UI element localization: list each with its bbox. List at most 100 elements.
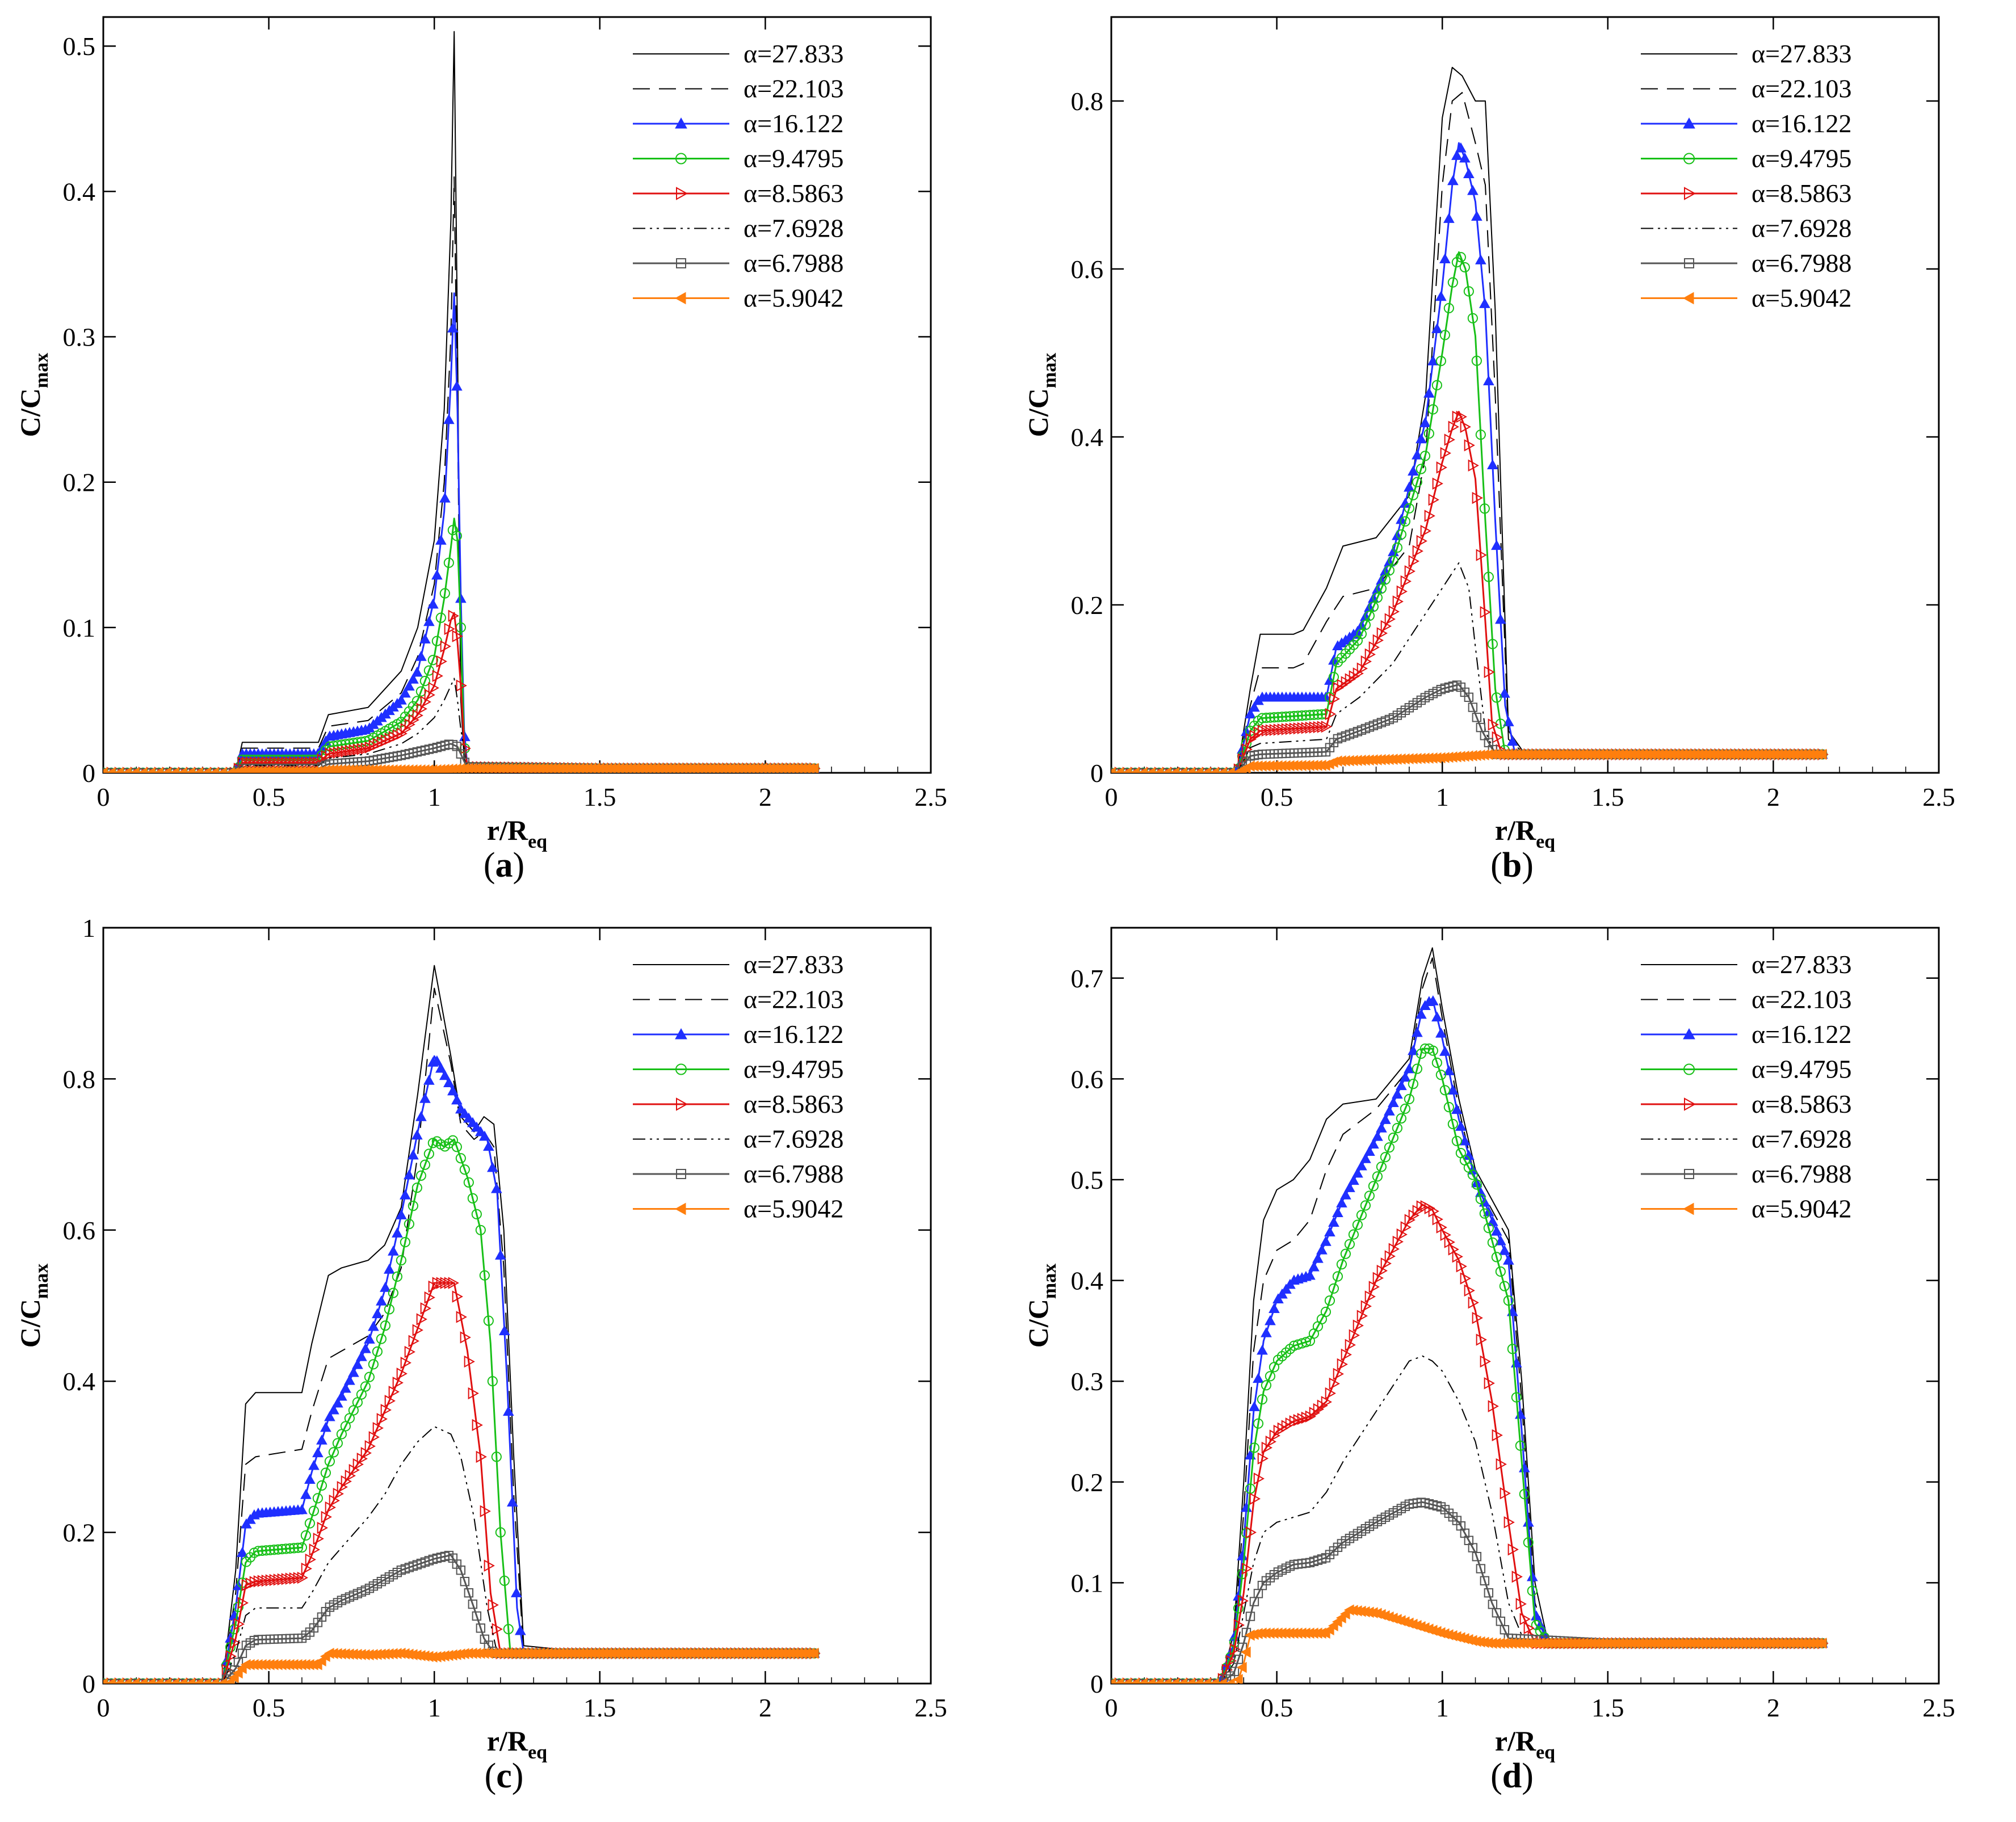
series-marker [129, 1678, 140, 1684]
series-marker [415, 686, 426, 697]
series-marker [304, 1474, 316, 1484]
series-marker [368, 1320, 379, 1331]
series-marker [336, 1429, 347, 1440]
series-marker [344, 1413, 355, 1424]
y-tick-label: 0 [82, 759, 95, 788]
series-marker [1208, 767, 1219, 773]
series-line [103, 1426, 815, 1684]
series-marker [169, 1678, 179, 1684]
series-marker [237, 1597, 249, 1609]
series-marker [1111, 768, 1116, 773]
series-marker [1476, 1333, 1487, 1346]
series-marker [241, 1579, 253, 1592]
series-marker [1113, 1678, 1124, 1684]
series-marker [444, 1277, 455, 1289]
x-tick-label: 2 [759, 1693, 772, 1722]
series-marker [1121, 767, 1132, 773]
series-marker [253, 1575, 264, 1588]
series-marker [1468, 1296, 1479, 1309]
series-marker [1506, 735, 1518, 746]
series-marker [1376, 1162, 1387, 1172]
series-marker [440, 640, 451, 653]
series-marker [1340, 1248, 1351, 1259]
series-marker [1245, 1611, 1255, 1621]
series-marker [1320, 691, 1332, 702]
series-marker [1177, 767, 1187, 773]
series-marker [1502, 1255, 1514, 1265]
series-marker [1364, 1146, 1375, 1156]
series-marker [419, 1159, 430, 1170]
series-marker [1483, 571, 1494, 582]
series-marker [1475, 254, 1486, 264]
series-marker [1384, 1142, 1395, 1153]
series-marker [396, 1367, 408, 1380]
series-marker [1329, 693, 1340, 705]
series-marker [1337, 679, 1348, 691]
series-marker [1471, 211, 1482, 221]
series-marker [1161, 767, 1171, 773]
series-marker [273, 1573, 284, 1586]
x-tick-label: 0.5 [1261, 1693, 1293, 1722]
series-marker [356, 1453, 368, 1465]
series-marker [264, 1545, 276, 1555]
series-line [103, 1282, 815, 1684]
series-marker [1503, 1295, 1514, 1306]
series-marker [1221, 1664, 1233, 1676]
series-marker [1186, 768, 1196, 773]
series-marker [1276, 712, 1288, 722]
series-marker [352, 1458, 364, 1471]
series-marker [340, 1421, 351, 1432]
x-axis-label: r/Req [1495, 1725, 1555, 1763]
legend-marker [1683, 1028, 1695, 1040]
series-marker [1352, 1219, 1363, 1230]
series-marker [503, 1623, 514, 1635]
series-marker [1269, 1429, 1280, 1442]
series-marker [194, 768, 204, 773]
series-marker [1153, 1678, 1164, 1684]
series-marker [1380, 1114, 1391, 1124]
series-marker [137, 767, 148, 773]
series-marker [1301, 1411, 1312, 1424]
y-tick-label: 0.6 [63, 1216, 96, 1245]
series-marker [1269, 712, 1280, 723]
series-marker [1192, 1678, 1203, 1684]
series-marker [487, 1376, 498, 1387]
series-marker [1412, 1063, 1422, 1074]
series-marker [1332, 1271, 1343, 1282]
series-marker [396, 694, 407, 705]
series-marker [1423, 388, 1435, 398]
series-marker [1515, 1440, 1526, 1451]
series-marker [281, 1573, 292, 1585]
series-marker [420, 1302, 431, 1315]
series-marker [1456, 410, 1467, 423]
series-marker [1424, 1202, 1435, 1215]
series-marker [1257, 1394, 1268, 1405]
series-marker [1241, 1562, 1253, 1575]
series-marker [272, 1544, 284, 1555]
series-marker [146, 1678, 156, 1684]
series-marker [356, 1350, 367, 1361]
series-marker [1460, 1272, 1471, 1285]
series-marker [1320, 1236, 1332, 1246]
plot-frame [102, 927, 932, 1685]
series-marker [1265, 1315, 1276, 1326]
x-tick-label: 0 [97, 1693, 110, 1722]
series-marker [1388, 1133, 1398, 1143]
series-marker [1488, 718, 1499, 731]
series-marker [1396, 1080, 1407, 1091]
legend-label: α=27.833 [1752, 39, 1852, 68]
series-marker [1419, 417, 1431, 427]
series-marker [423, 665, 434, 676]
series-marker [408, 1201, 418, 1211]
series-marker [360, 1343, 371, 1353]
series-marker [229, 1636, 241, 1649]
series-marker [1472, 491, 1483, 504]
series-marker [404, 1169, 415, 1180]
series-marker [138, 768, 148, 773]
series-marker [317, 1521, 328, 1534]
series-marker [1284, 711, 1296, 722]
y-axis-label: C/Cmax [1022, 353, 1060, 437]
series-marker [1185, 1678, 1195, 1684]
x-axis-label: r/Req [1495, 814, 1555, 852]
y-axis-label: C/Cmax [14, 1264, 52, 1348]
